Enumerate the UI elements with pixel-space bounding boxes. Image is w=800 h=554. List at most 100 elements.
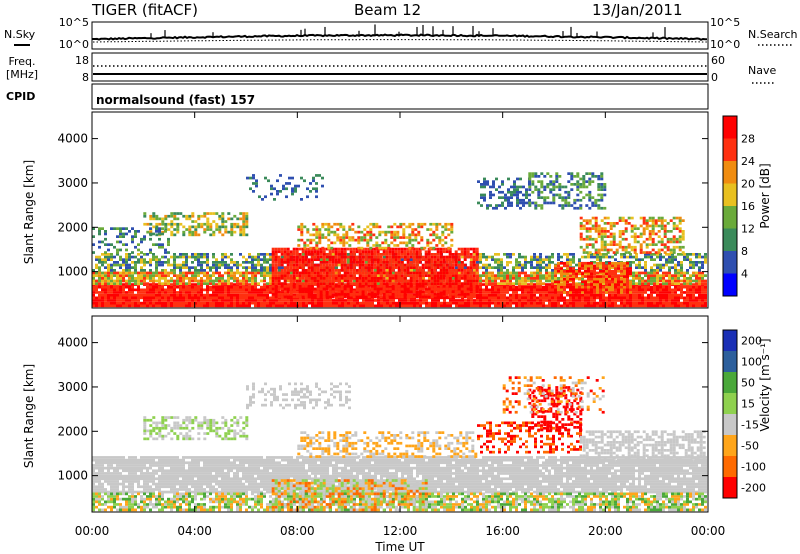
heatmap-cell <box>137 304 140 308</box>
heatmap-cell <box>539 291 542 294</box>
heatmap-cell <box>406 269 410 272</box>
heatmap-cell <box>340 292 344 296</box>
heatmap-cell <box>512 253 515 256</box>
heatmap-cell <box>620 274 623 277</box>
heatmap-cell <box>479 282 482 285</box>
heatmap-cell <box>110 293 113 297</box>
heatmap-cell <box>119 255 122 259</box>
heatmap-cell <box>698 293 701 297</box>
heatmap-cell <box>683 301 686 305</box>
heatmap-cell <box>503 296 506 300</box>
heatmap-cell <box>527 279 530 283</box>
heatmap-cell <box>239 288 242 292</box>
heatmap-cell <box>683 279 686 283</box>
heatmap-cell <box>125 299 128 302</box>
heatmap-cell <box>563 304 566 308</box>
heatmap-cell <box>140 279 143 283</box>
heatmap-cell <box>173 266 176 269</box>
heatmap-cell <box>301 295 305 299</box>
heatmap-cell <box>392 304 395 308</box>
heatmap-cell <box>656 285 659 289</box>
heatmap-cell <box>254 304 257 308</box>
heatmap-cell <box>182 255 185 259</box>
heatmap-cell <box>337 247 341 251</box>
heatmap-cell <box>450 244 454 247</box>
heatmap-cell <box>671 277 674 280</box>
heatmap-cell <box>527 288 530 292</box>
heatmap-cell <box>215 261 218 264</box>
heatmap-cell <box>209 274 212 277</box>
heatmap-cell <box>473 253 476 256</box>
heatmap-cell <box>566 258 569 261</box>
heatmap-cell <box>306 228 310 231</box>
heatmap-cell <box>617 293 620 297</box>
heatmap-cell <box>298 255 302 259</box>
heatmap-cell <box>319 250 323 254</box>
heatmap-cell <box>488 301 491 305</box>
heatmap-cell <box>336 238 340 242</box>
heatmap-cell <box>335 283 338 286</box>
heatmap-cell <box>620 301 623 305</box>
heatmap-cell <box>653 301 656 305</box>
heatmap-cell <box>152 212 156 215</box>
heatmap-cell <box>239 274 242 277</box>
heatmap-cell <box>312 233 316 237</box>
heatmap-cell <box>569 279 572 283</box>
heatmap-cell <box>515 274 518 277</box>
heatmap-cell <box>310 292 314 296</box>
heatmap-cell <box>300 228 304 231</box>
heatmap-cell <box>337 287 341 291</box>
heatmap-cell <box>101 288 104 292</box>
heatmap-cell <box>581 304 584 308</box>
heatmap-cell <box>119 293 122 297</box>
heatmap-cell <box>590 299 593 302</box>
heatmap-cell <box>339 222 343 226</box>
heatmap-cell <box>509 285 512 289</box>
heatmap-cell <box>442 274 446 277</box>
heatmap-cell <box>473 269 476 272</box>
heatmap-cell <box>313 250 317 254</box>
heatmap-cell <box>515 304 518 308</box>
heatmap-cell <box>359 301 362 305</box>
heatmap-cell <box>518 301 521 305</box>
heatmap-cell <box>485 266 488 269</box>
heatmap-cell <box>179 291 182 294</box>
heatmap-cell <box>338 299 341 302</box>
heatmap-cell <box>400 284 404 288</box>
heatmap-cell <box>230 282 233 285</box>
heatmap-cell <box>134 304 137 308</box>
heatmap-cell <box>415 266 419 269</box>
heatmap-cell <box>346 266 350 269</box>
heatmap-cell <box>560 279 563 283</box>
heatmap-cell <box>128 277 131 280</box>
heatmap-cell <box>206 271 209 275</box>
heatmap-cell <box>500 263 503 267</box>
heatmap-cell <box>542 293 545 297</box>
heatmap-cell <box>475 255 479 259</box>
heatmap-cell <box>200 288 203 292</box>
heatmap-cell <box>485 291 488 294</box>
heatmap-cell <box>328 258 332 261</box>
heatmap-cell <box>384 241 388 245</box>
heatmap-cell <box>671 261 674 264</box>
heatmap-cell <box>692 261 695 264</box>
heatmap-cell <box>692 253 695 256</box>
heatmap-cell <box>266 293 269 297</box>
heatmap-cell <box>530 261 533 264</box>
heatmap-cell <box>415 290 419 293</box>
heatmap-cell <box>414 236 418 239</box>
heatmap-cell <box>533 299 536 302</box>
heatmap-cell <box>212 285 215 289</box>
heatmap-cell <box>454 282 458 285</box>
heatmap-cell <box>143 214 147 218</box>
heatmap-cell <box>494 288 497 292</box>
heatmap-cell <box>152 214 156 218</box>
heatmap-cell <box>360 236 364 239</box>
heatmap-cell <box>394 284 398 288</box>
heatmap-cell <box>206 293 209 297</box>
heatmap-cell <box>370 253 374 256</box>
heatmap-cell <box>206 296 209 300</box>
heatmap-cell <box>203 271 206 275</box>
heatmap-cell <box>620 253 623 256</box>
heatmap-cell <box>116 301 119 305</box>
